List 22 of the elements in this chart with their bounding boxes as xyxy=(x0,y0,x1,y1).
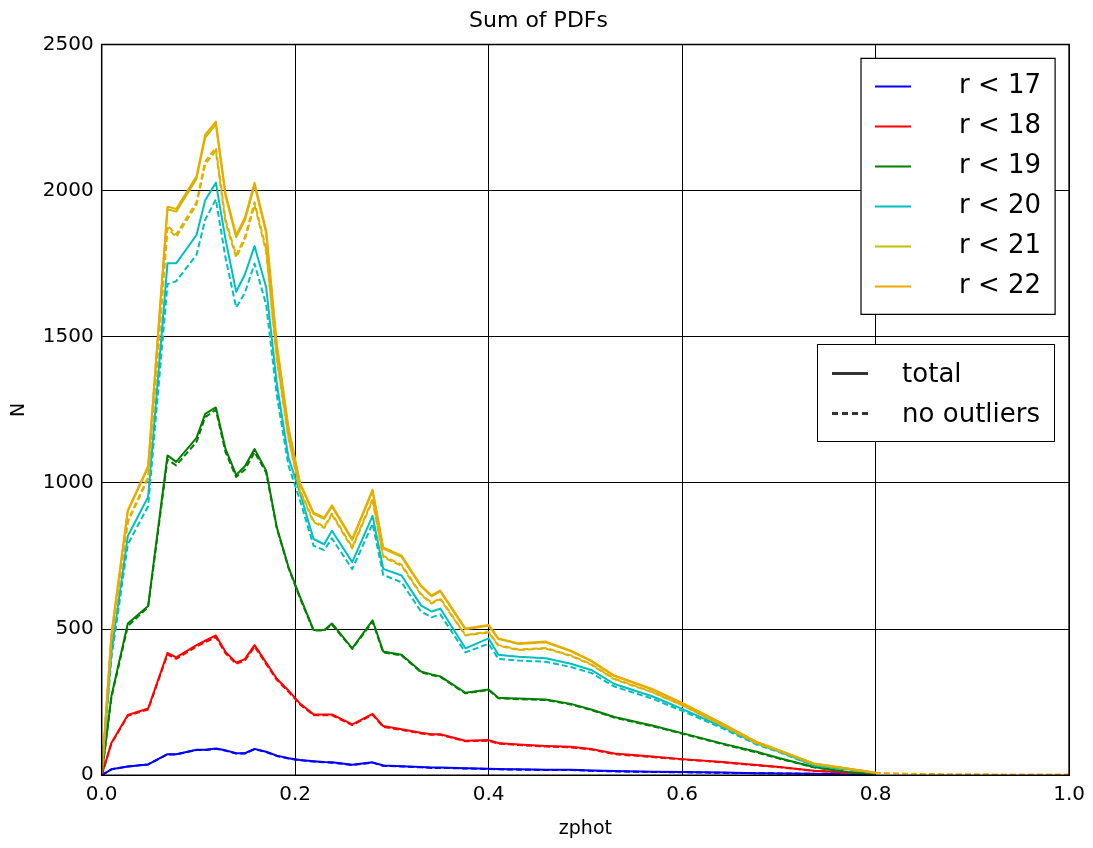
x-tick-label: 1.0 xyxy=(1053,781,1085,806)
y-tick-label: 2000 xyxy=(42,176,94,201)
y-tick-label: 1500 xyxy=(42,322,94,347)
legend-label: r < 21 xyxy=(959,229,1042,260)
y-tick-label: 1000 xyxy=(42,469,94,494)
y-axis-title: N xyxy=(6,402,29,417)
x-tick-label: 0.4 xyxy=(472,781,505,806)
x-tick-label: 0.8 xyxy=(859,781,892,806)
legend-label: r < 19 xyxy=(959,149,1042,180)
x-tick-label: 0.6 xyxy=(666,781,699,806)
annotation: total xyxy=(902,358,962,389)
legend-label: r < 18 xyxy=(959,109,1042,140)
x-tick-label: 0.2 xyxy=(279,781,312,806)
y-tick-label: 2500 xyxy=(42,30,94,55)
style-key-box: total no outliers xyxy=(817,344,1055,443)
annotation: no outliers xyxy=(902,398,1041,429)
x-axis-title: zphot xyxy=(558,815,612,838)
legend-label: r < 22 xyxy=(959,269,1042,300)
chart-title: Sum of PDFs xyxy=(469,6,608,32)
legend-label: r < 17 xyxy=(959,69,1042,100)
legend-label: r < 20 xyxy=(959,189,1042,220)
y-tick-label: 500 xyxy=(55,615,94,640)
